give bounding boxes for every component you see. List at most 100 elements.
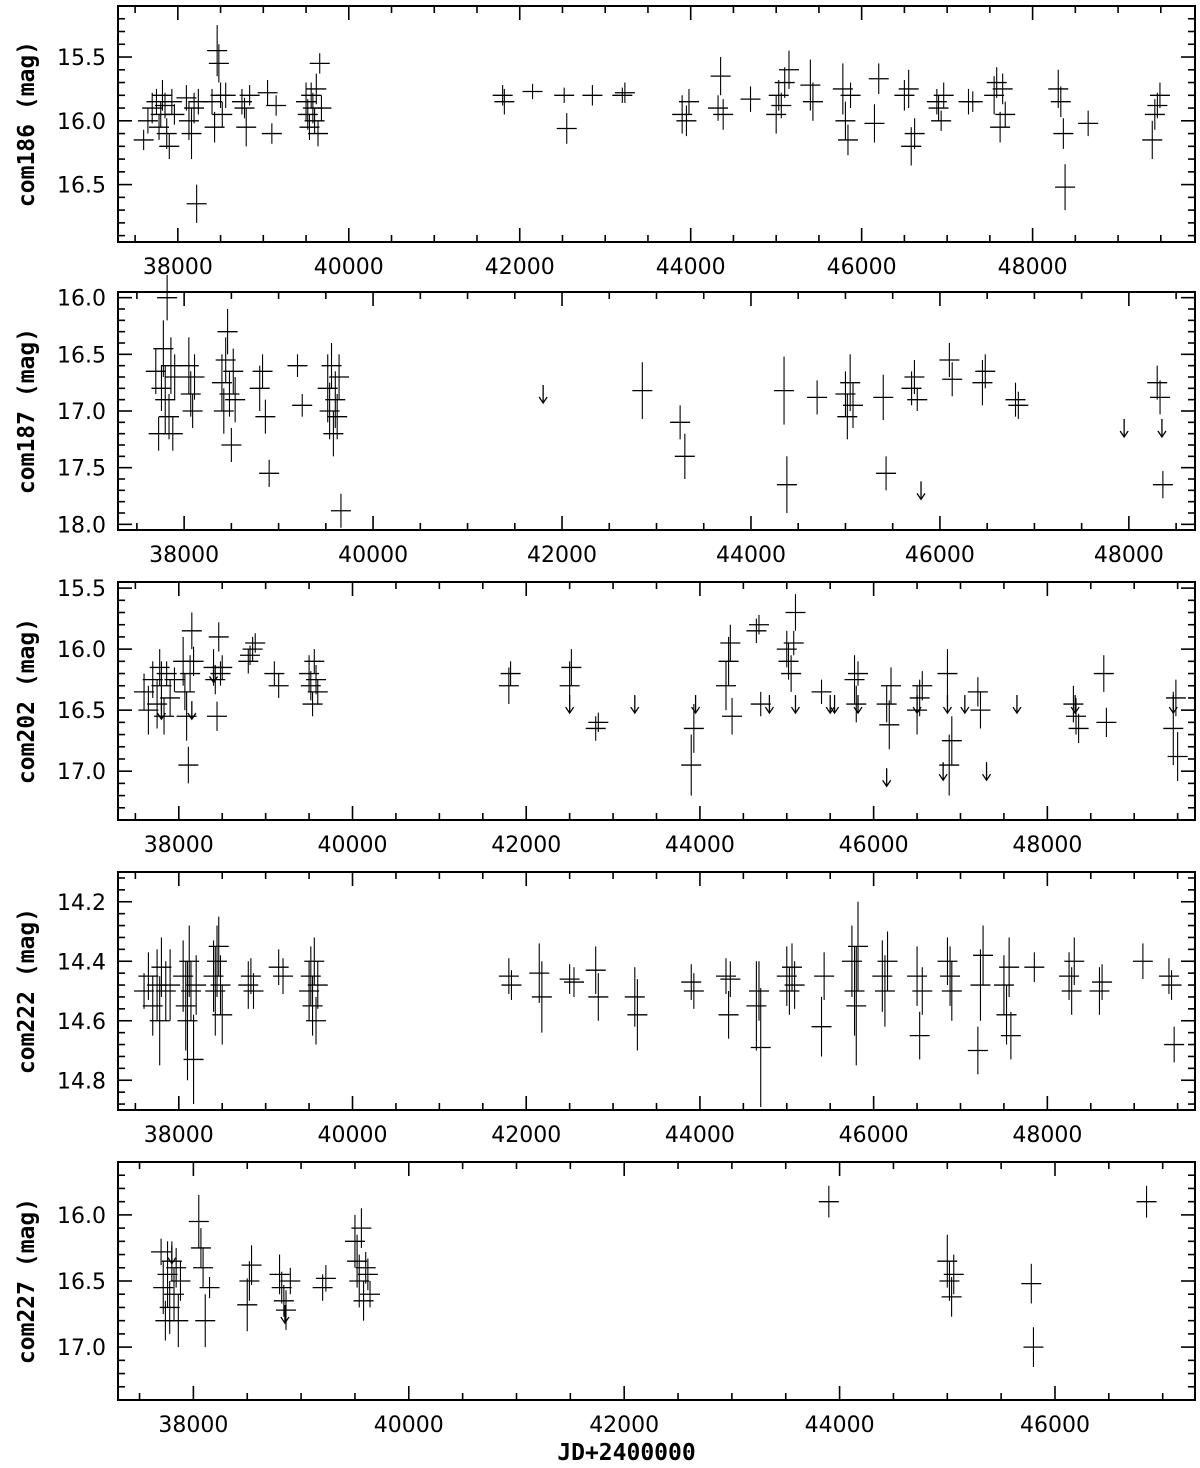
data-point xyxy=(750,988,771,1108)
y-tick-label: 15.5 xyxy=(57,46,106,71)
x-tick-label: 44000 xyxy=(665,1123,735,1148)
data-point xyxy=(1053,118,1074,149)
data-point xyxy=(746,961,767,1051)
data-point xyxy=(674,433,695,479)
data-point xyxy=(234,97,255,119)
data-point xyxy=(1161,970,1182,1000)
plot-frame xyxy=(117,581,1196,821)
data-point xyxy=(561,649,582,686)
data-point xyxy=(261,123,282,144)
data-point xyxy=(877,931,898,991)
data-point xyxy=(563,967,584,997)
data-point xyxy=(311,95,332,121)
data-point xyxy=(843,382,864,428)
data-point xyxy=(778,50,799,89)
data-point xyxy=(242,636,263,662)
panel-5: 38000 40000 42000 44000 46000 16.0 16.5 17.0 com… xyxy=(14,1161,1196,1466)
x-tick-label: 46000 xyxy=(839,833,909,858)
data-point xyxy=(347,1234,368,1288)
upper-limit-arrow xyxy=(764,695,774,715)
data-point xyxy=(1144,99,1165,130)
data-point xyxy=(837,394,858,440)
data-point xyxy=(748,961,769,1021)
x-tick-label: 42000 xyxy=(527,543,597,568)
x-tick-label: 48000 xyxy=(1012,833,1082,858)
upper-limit-arrow xyxy=(1012,695,1022,715)
data-point xyxy=(180,961,201,1021)
data-point xyxy=(937,937,958,986)
data-point xyxy=(962,91,983,112)
data-point xyxy=(268,949,289,986)
upper-limit-arrow xyxy=(912,695,922,715)
y-tick-label: 16.5 xyxy=(57,343,106,368)
data-point xyxy=(183,1014,204,1105)
data-point xyxy=(1089,967,1110,1015)
data-point xyxy=(215,337,236,383)
data-point xyxy=(864,104,885,143)
data-point xyxy=(236,108,257,147)
upper-limit-arrow xyxy=(691,695,701,715)
x-tick-label: 46000 xyxy=(827,255,897,280)
data-point xyxy=(321,343,342,389)
plot-frame xyxy=(117,871,1196,1111)
data-point xyxy=(531,961,552,1033)
data-point xyxy=(1147,365,1168,400)
data-point xyxy=(231,88,252,115)
data-point xyxy=(1164,1026,1185,1063)
data-point xyxy=(175,961,196,1051)
data-point xyxy=(306,664,327,695)
data-point xyxy=(307,961,328,1009)
data-point xyxy=(1167,732,1188,781)
data-point xyxy=(299,961,320,1021)
upper-limit-arrow xyxy=(156,701,166,721)
upper-limit-arrow xyxy=(882,768,892,788)
data-point xyxy=(776,946,797,1006)
data-point xyxy=(1078,110,1099,137)
data-point xyxy=(213,388,234,434)
data-point xyxy=(612,87,633,103)
x-tick-label: 38000 xyxy=(144,1123,214,1148)
y-tick-label: 16.5 xyxy=(57,699,106,724)
x-tick-label: 48000 xyxy=(1094,543,1164,568)
data-point xyxy=(715,958,736,994)
y-tick-label: 14.8 xyxy=(57,1069,106,1094)
x-tick-label: 40000 xyxy=(318,1123,388,1148)
data-point xyxy=(243,973,264,1009)
data-point xyxy=(844,655,865,705)
data-point xyxy=(848,661,869,686)
data-point xyxy=(972,360,993,406)
data-point xyxy=(178,746,199,784)
data-point xyxy=(904,360,925,394)
upper-limit-arrow xyxy=(630,695,640,715)
upper-limit-arrow xyxy=(1168,695,1178,715)
data-point xyxy=(195,1294,216,1348)
panel-4: 38000 40000 42000 44000 46000 48000 14.2 14.4 14… xyxy=(14,871,1196,1148)
upper-limit-arrow xyxy=(938,762,948,782)
data-point xyxy=(1136,1185,1157,1218)
data-point xyxy=(238,961,259,1009)
data-point xyxy=(164,354,185,400)
data-point xyxy=(264,661,285,686)
data-point xyxy=(800,59,821,111)
x-tick-label: 38000 xyxy=(143,255,213,280)
data-point xyxy=(676,105,697,137)
upper-limit-arrow xyxy=(942,695,953,715)
data-point xyxy=(149,114,170,140)
data-point xyxy=(134,973,155,1009)
y-axis-label: com202 (mag) xyxy=(14,618,40,784)
data-point xyxy=(151,365,172,411)
data-point xyxy=(970,691,991,729)
upper-limit-arrow xyxy=(825,695,835,715)
data-point xyxy=(355,1251,376,1284)
y-tick-label: 17.0 xyxy=(57,1336,106,1361)
y-tick-label: 15.5 xyxy=(57,577,106,602)
y-tick-label: 17.0 xyxy=(57,760,106,785)
data-point xyxy=(168,1294,189,1348)
data-point xyxy=(212,101,233,128)
x-tick-label: 42000 xyxy=(589,1413,659,1438)
data-point xyxy=(269,1254,290,1295)
x-tick-label: 38000 xyxy=(158,1413,228,1438)
data-point xyxy=(627,979,648,1051)
data-point xyxy=(585,716,606,741)
